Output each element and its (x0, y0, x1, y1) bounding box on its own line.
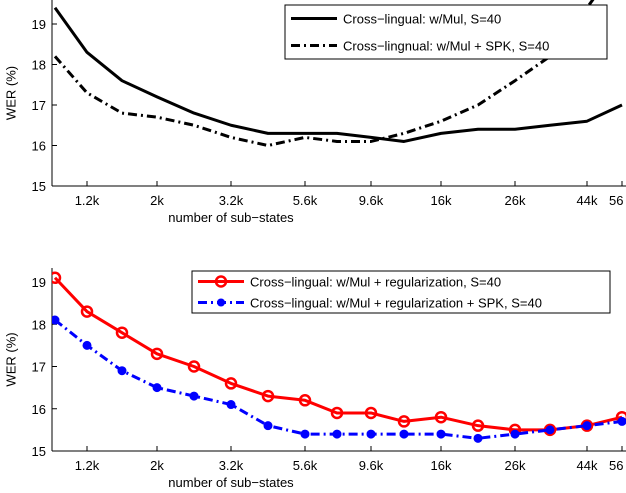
x-tick-label: 9.6k (359, 193, 384, 208)
series-line-1 (53, 0, 595, 147)
data-point-1 (300, 429, 310, 439)
data-point-0 (434, 410, 448, 424)
series-line-1 (54, 318, 623, 440)
legend-label-0: Cross−lingual: w/Mul, S=40 (343, 12, 501, 27)
y-tick-label: 16 (32, 402, 46, 417)
bottom-chart: 15 16 17 18 19 1.2k 2k 3.2k 5.6k 9.6k 16k 26k 44k 56 n… (3, 268, 626, 490)
y-tick-label: 19 (32, 17, 46, 32)
top-chart: 15 16 17 18 19 1.2k 2k 3.2k 5.6k 9.6k 16k 26k 44k 56 n… (3, 0, 626, 225)
data-point-1 (582, 421, 592, 431)
y-tick-label: 17 (32, 360, 46, 375)
x-tick-label: 9.6k (359, 458, 384, 473)
data-point-1 (189, 391, 199, 401)
y-tick-label: 16 (32, 139, 46, 154)
data-point-1 (226, 400, 236, 410)
plot-area (53, 0, 623, 147)
data-point-1 (117, 366, 127, 376)
data-point-1 (152, 383, 162, 393)
data-point-0 (150, 347, 164, 361)
legend-marker-1 (217, 298, 225, 307)
x-tick-label: 56 (609, 193, 623, 208)
y-tick-label: 18 (32, 317, 46, 332)
y-tick-label: 17 (32, 98, 46, 113)
x-axis-title: number of sub−states (168, 210, 294, 225)
x-tick-label: 44k (577, 193, 598, 208)
data-point-1 (545, 425, 555, 435)
x-tick-label: 2k (150, 193, 164, 208)
legend: Cross−lingual: w/Mul + regularization, S… (191, 270, 611, 314)
x-tick-label: 2k (150, 458, 164, 473)
data-point-0 (224, 377, 238, 390)
x-tick-label: 5.6k (293, 193, 318, 208)
y-tick-label: 15 (32, 444, 46, 459)
data-point-1 (332, 429, 342, 439)
data-point-0 (187, 360, 201, 373)
data-point-1 (510, 429, 520, 439)
data-point-0 (80, 305, 94, 318)
legend-box (284, 4, 608, 60)
data-point-1 (263, 421, 273, 431)
data-point-0 (115, 326, 129, 339)
data-point-0 (471, 419, 485, 432)
series-line-0 (53, 6, 623, 143)
y-tick-label: 19 (32, 275, 46, 290)
legend-label-1: Cross−lingual: w/Mul + regularization + … (250, 296, 542, 311)
y-axis-title: WER (%) (3, 66, 18, 120)
data-point-1 (436, 429, 446, 439)
legend-label-0: Cross−lingual: w/Mul + regularization, S… (250, 275, 501, 290)
data-point-1 (366, 429, 376, 439)
data-point-0 (364, 406, 378, 420)
y-axis-title: WER (%) (3, 332, 18, 386)
data-point-1 (82, 340, 92, 350)
x-tick-label: 16k (431, 193, 452, 208)
x-tick-label: 16k (431, 458, 452, 473)
data-point-0 (397, 415, 411, 428)
x-axis-title: number of sub−states (168, 475, 294, 490)
data-point-1 (473, 433, 483, 443)
x-tick-label: 1.2k (75, 458, 100, 473)
x-tick-label: 1.2k (75, 193, 100, 208)
data-point-0 (52, 271, 62, 285)
series-line-0 (53, 276, 623, 432)
x-tick-label: 44k (577, 458, 598, 473)
x-tick-label: 26k (505, 193, 526, 208)
legend-marker-0 (214, 275, 228, 288)
legend: Cross−lingual: w/Mul, S=40 Cross−lingnual… (284, 4, 608, 60)
data-point-0 (298, 394, 312, 407)
legend-box (191, 270, 611, 314)
x-tick-label: 3.2k (219, 193, 244, 208)
y-tick-label: 15 (32, 179, 46, 194)
y-tick-label: 18 (32, 58, 46, 73)
data-point-1 (617, 416, 626, 426)
data-point-1 (399, 429, 409, 439)
data-point-1 (52, 315, 60, 325)
plot-area (52, 271, 626, 443)
x-tick-label: 5.6k (293, 458, 318, 473)
legend-label-1: Cross−lingnual: w/Mul + SPK, S=40 (343, 39, 549, 54)
data-point-0 (261, 389, 275, 403)
data-point-0 (330, 406, 344, 420)
x-tick-label: 56 (609, 458, 623, 473)
x-tick-label: 26k (505, 458, 526, 473)
x-tick-label: 3.2k (219, 458, 244, 473)
